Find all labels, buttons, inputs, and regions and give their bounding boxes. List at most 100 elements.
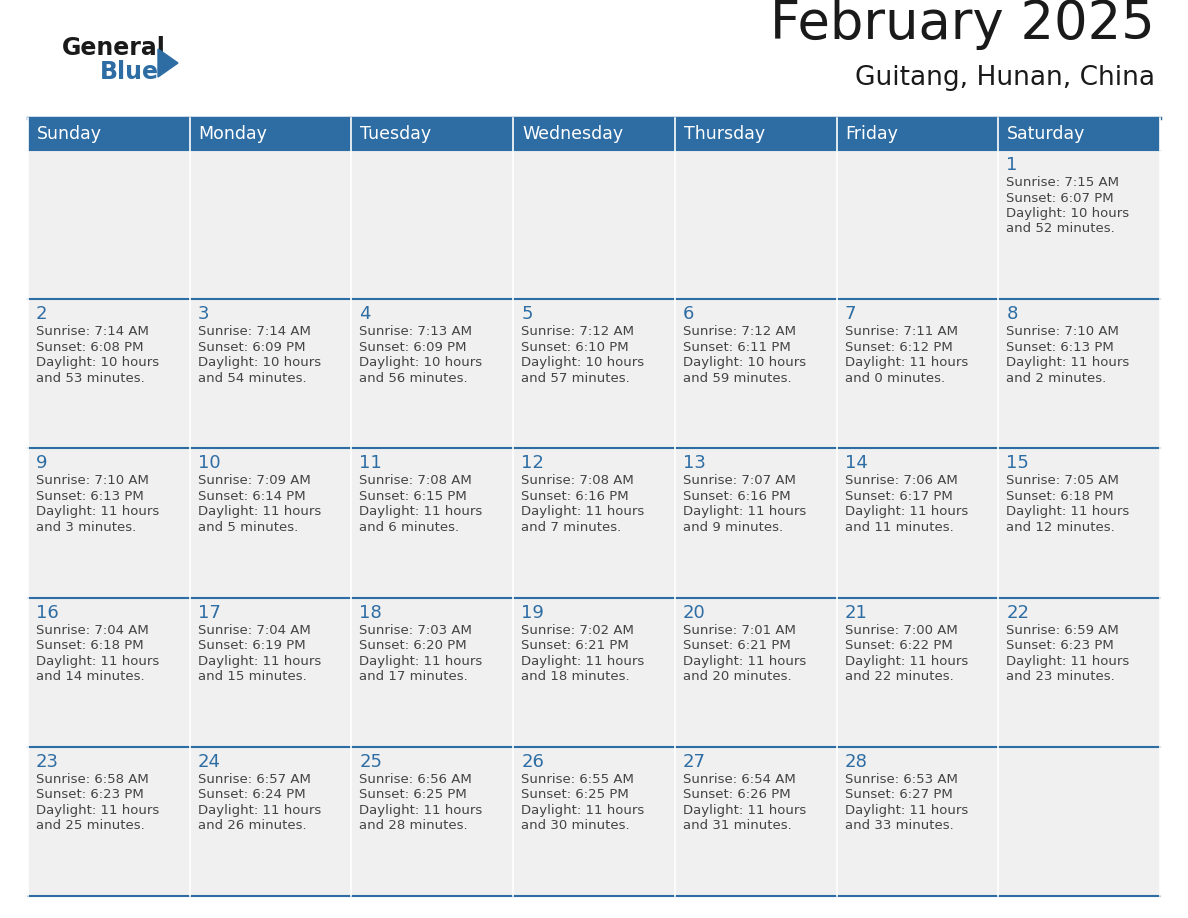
Bar [836,299,998,448]
Bar [190,747,352,896]
Text: Sunset: 6:16 PM: Sunset: 6:16 PM [683,490,790,503]
Bar [675,448,836,598]
Text: Daylight: 11 hours: Daylight: 11 hours [522,655,644,667]
Bar [675,150,836,299]
Text: Sunset: 6:18 PM: Sunset: 6:18 PM [36,639,144,652]
Text: Daylight: 11 hours: Daylight: 11 hours [683,506,807,519]
Text: Sunrise: 7:04 AM: Sunrise: 7:04 AM [197,623,310,636]
Bar [836,448,998,598]
Text: Daylight: 11 hours: Daylight: 11 hours [683,804,807,817]
Text: Sunrise: 7:10 AM: Sunrise: 7:10 AM [36,475,148,487]
Bar [190,299,352,448]
Text: 7: 7 [845,305,857,323]
Text: Daylight: 11 hours: Daylight: 11 hours [522,804,644,817]
Bar [29,598,190,747]
Text: and 25 minutes.: and 25 minutes. [36,819,145,833]
Text: Sunrise: 7:11 AM: Sunrise: 7:11 AM [845,325,958,338]
Text: Sunset: 6:26 PM: Sunset: 6:26 PM [683,789,790,801]
Text: and 17 minutes.: and 17 minutes. [360,670,468,683]
Text: Sunrise: 7:12 AM: Sunrise: 7:12 AM [683,325,796,338]
Text: 28: 28 [845,753,867,771]
Text: Sunrise: 7:13 AM: Sunrise: 7:13 AM [360,325,473,338]
Bar [29,448,190,598]
Bar [29,747,190,896]
Text: and 57 minutes.: and 57 minutes. [522,372,630,385]
Text: Daylight: 11 hours: Daylight: 11 hours [36,506,159,519]
Text: and 6 minutes.: and 6 minutes. [360,521,460,534]
Text: and 30 minutes.: and 30 minutes. [522,819,630,833]
Text: 21: 21 [845,604,867,621]
Text: and 15 minutes.: and 15 minutes. [197,670,307,683]
Text: Sunrise: 7:09 AM: Sunrise: 7:09 AM [197,475,310,487]
Text: Sunrise: 6:55 AM: Sunrise: 6:55 AM [522,773,634,786]
Text: and 5 minutes.: and 5 minutes. [197,521,298,534]
Text: Wednesday: Wednesday [523,125,624,143]
Text: Sunset: 6:08 PM: Sunset: 6:08 PM [36,341,144,353]
Bar [675,598,836,747]
Text: 24: 24 [197,753,221,771]
Text: 11: 11 [360,454,383,473]
Text: 10: 10 [197,454,220,473]
Text: Sunrise: 6:57 AM: Sunrise: 6:57 AM [197,773,310,786]
Text: Sunrise: 7:14 AM: Sunrise: 7:14 AM [36,325,148,338]
Text: Sunset: 6:16 PM: Sunset: 6:16 PM [522,490,628,503]
Text: Sunset: 6:19 PM: Sunset: 6:19 PM [197,639,305,652]
Text: and 28 minutes.: and 28 minutes. [360,819,468,833]
Text: Sunrise: 7:12 AM: Sunrise: 7:12 AM [522,325,634,338]
Bar [513,598,675,747]
Bar [513,299,675,448]
Text: 18: 18 [360,604,383,621]
Text: 23: 23 [36,753,59,771]
Text: and 2 minutes.: and 2 minutes. [1006,372,1106,385]
Text: and 31 minutes.: and 31 minutes. [683,819,791,833]
Text: Sunday: Sunday [37,125,102,143]
Text: and 56 minutes.: and 56 minutes. [360,372,468,385]
Text: Daylight: 11 hours: Daylight: 11 hours [197,804,321,817]
Bar [836,598,998,747]
Bar [836,118,998,150]
Text: Sunset: 6:25 PM: Sunset: 6:25 PM [360,789,467,801]
Text: Sunrise: 7:06 AM: Sunrise: 7:06 AM [845,475,958,487]
Text: Sunset: 6:21 PM: Sunset: 6:21 PM [683,639,790,652]
Text: 14: 14 [845,454,867,473]
Text: Daylight: 11 hours: Daylight: 11 hours [683,655,807,667]
Text: and 18 minutes.: and 18 minutes. [522,670,630,683]
Bar [190,448,352,598]
Text: Daylight: 11 hours: Daylight: 11 hours [845,506,968,519]
Text: Friday: Friday [846,125,898,143]
Text: Daylight: 10 hours: Daylight: 10 hours [522,356,644,369]
Text: Sunset: 6:17 PM: Sunset: 6:17 PM [845,490,953,503]
Text: Sunrise: 7:08 AM: Sunrise: 7:08 AM [360,475,472,487]
Text: 16: 16 [36,604,58,621]
Text: Sunrise: 7:10 AM: Sunrise: 7:10 AM [1006,325,1119,338]
Text: Sunset: 6:12 PM: Sunset: 6:12 PM [845,341,953,353]
Text: and 59 minutes.: and 59 minutes. [683,372,791,385]
Text: Daylight: 10 hours: Daylight: 10 hours [360,356,482,369]
Text: Guitang, Hunan, China: Guitang, Hunan, China [855,65,1155,91]
Text: Sunrise: 6:54 AM: Sunrise: 6:54 AM [683,773,796,786]
Text: Daylight: 11 hours: Daylight: 11 hours [1006,655,1130,667]
Text: Saturday: Saturday [1007,125,1086,143]
Text: Sunset: 6:23 PM: Sunset: 6:23 PM [1006,639,1114,652]
Text: General: General [62,36,166,60]
Text: Thursday: Thursday [684,125,765,143]
Polygon shape [158,49,178,77]
Text: 6: 6 [683,305,694,323]
Text: and 14 minutes.: and 14 minutes. [36,670,145,683]
Text: Sunset: 6:27 PM: Sunset: 6:27 PM [845,789,953,801]
Text: Sunrise: 7:03 AM: Sunrise: 7:03 AM [360,623,473,636]
Text: Sunset: 6:20 PM: Sunset: 6:20 PM [360,639,467,652]
Text: and 22 minutes.: and 22 minutes. [845,670,953,683]
Text: and 26 minutes.: and 26 minutes. [197,819,307,833]
Text: 12: 12 [522,454,544,473]
Text: and 9 minutes.: and 9 minutes. [683,521,783,534]
Text: Sunrise: 7:00 AM: Sunrise: 7:00 AM [845,623,958,636]
Text: Sunset: 6:15 PM: Sunset: 6:15 PM [360,490,467,503]
Text: Daylight: 11 hours: Daylight: 11 hours [522,506,644,519]
Text: 5: 5 [522,305,532,323]
Text: February 2025: February 2025 [770,0,1155,50]
Text: Daylight: 11 hours: Daylight: 11 hours [845,356,968,369]
Text: Sunset: 6:07 PM: Sunset: 6:07 PM [1006,192,1114,205]
Text: Daylight: 11 hours: Daylight: 11 hours [197,506,321,519]
Text: 27: 27 [683,753,706,771]
